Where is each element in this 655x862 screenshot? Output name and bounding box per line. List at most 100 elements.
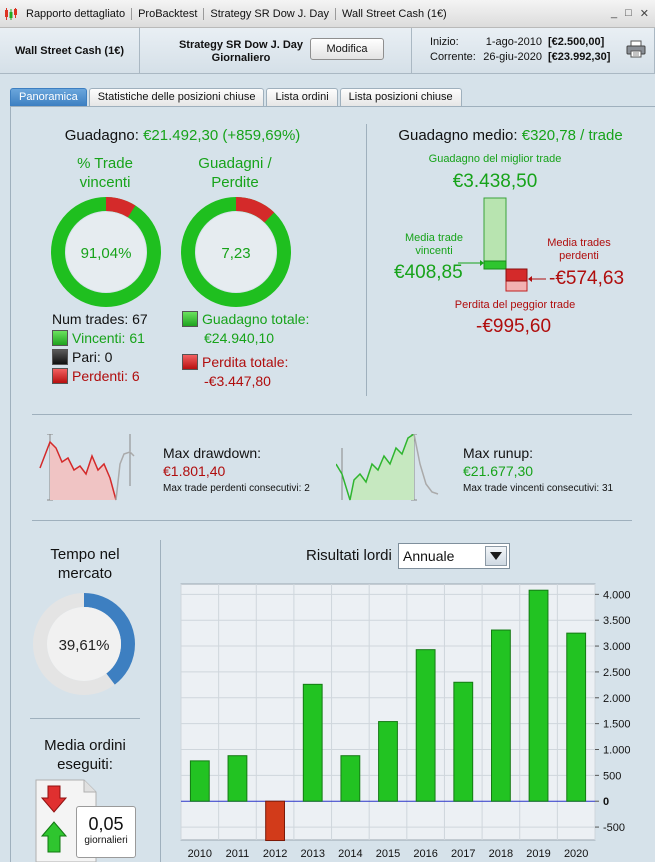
- gain-loss-ring: 7,23: [181, 197, 291, 307]
- modify-button[interactable]: Modifica: [310, 38, 384, 60]
- average-gain: Guadagno medio: €320,78 / trade: [366, 127, 655, 144]
- chart-bars: [189, 589, 587, 842]
- win-pct-title: % Trade vincenti: [77, 155, 133, 191]
- avg-win-label: Media trade vincenti: [404, 232, 464, 257]
- gain-loss-title: Guadagni / Perdite: [198, 155, 272, 191]
- bar-2011: [227, 755, 248, 802]
- ru-area: [350, 434, 414, 500]
- results-label: Risultati lordi: [306, 547, 392, 564]
- gl-ring-center: [196, 212, 276, 292]
- total-gain-value: €24.940,10: [204, 330, 275, 346]
- chart-x-ticks: 2010 2011 2012 2013 2014 2015 2016 2017 2018 2019…: [188, 848, 589, 860]
- gain-value: €21.492,30 (+859,69%): [143, 127, 301, 144]
- drawdown-block: Max drawdown: €1.801,40 Max trade perden…: [163, 444, 310, 498]
- info-bar: Wall Street Cash (1€) Strategy SR Dow J.…: [0, 28, 655, 74]
- close-button[interactable]: ✕: [639, 8, 649, 20]
- best-trade-bar: [483, 197, 507, 267]
- avg-win-bar: [483, 260, 507, 270]
- y-tick-label: 3.000: [603, 641, 631, 653]
- average-gain-label: Guadagno medio:: [398, 127, 518, 144]
- winners-swatch: [52, 330, 68, 346]
- even-row: Pari: 0: [52, 348, 148, 367]
- bar-2019: [528, 589, 549, 802]
- avg-loss-value: -€574,63: [549, 268, 625, 289]
- period-select-value: Annuale: [403, 548, 455, 564]
- drawdown-value: €1.801,40: [163, 463, 226, 479]
- strategy-name: Strategy SR Dow J. Day Giornaliero: [178, 39, 304, 64]
- breadcrumb-probacktest[interactable]: ProBacktest: [132, 7, 205, 20]
- worst-trade-label: Perdita del peggior trade: [454, 299, 576, 311]
- y-tick-label: 3.500: [603, 615, 631, 627]
- breadcrumb-report[interactable]: Rapporto dettagliato: [20, 7, 133, 20]
- x-tick-label: 2019: [526, 848, 550, 860]
- total-loss-value: -€3.447,80: [204, 373, 271, 389]
- y-tick-label: 2.000: [603, 693, 631, 705]
- win-pct-value: 91,04%: [81, 245, 132, 262]
- x-tick-label: 2013: [300, 848, 324, 860]
- gain-summary: Guadagno: €21.492,30 (+859,69%): [0, 127, 365, 144]
- worst-trade-value: -€995,60: [476, 316, 552, 337]
- window-titlebar: Rapporto dettagliato ProBacktest Strateg…: [0, 0, 655, 28]
- x-tick-label: 2017: [451, 848, 475, 860]
- y-tick-label: 500: [603, 770, 621, 782]
- win-ring-center: [66, 212, 146, 292]
- total-gain-label-row: Guadagno totale:: [182, 310, 309, 329]
- x-tick-label: 2012: [263, 848, 287, 860]
- bar-2017: [453, 681, 474, 802]
- results-bar-chart: -500 0 500 1.000 1.500 2.000 2.500 3.000 3.500 4.…: [180, 583, 631, 860]
- ru-line: [336, 434, 415, 501]
- gl-ring-red: [181, 197, 291, 307]
- bar-2014: [340, 755, 361, 802]
- runup-label: Max runup:: [463, 445, 534, 461]
- y-tick-label: 2.500: [603, 667, 631, 679]
- tab-closed-positions[interactable]: Lista posizioni chiuse: [339, 88, 462, 106]
- minimize-button[interactable]: _: [611, 7, 618, 19]
- orders-unit: giornalieri: [84, 835, 128, 846]
- best-trade-label: Guadagno del miglior trade: [428, 153, 562, 165]
- breadcrumb-instrument[interactable]: Wall Street Cash (1€): [341, 7, 447, 20]
- period-select[interactable]: Annuale: [398, 543, 510, 569]
- divider-1: [32, 414, 632, 415]
- instrument-name: Wall Street Cash (1€): [0, 28, 140, 74]
- mt-ring-center: [47, 607, 121, 681]
- x-tick-label: 2016: [413, 848, 437, 860]
- market-time-title: Tempo nel mercato: [50, 546, 120, 582]
- y-tick-label: 0: [603, 796, 609, 808]
- maximize-button[interactable]: □: [625, 7, 632, 19]
- avg-loss-arrowhead-icon: [528, 276, 532, 282]
- drawdown-sparkline: [39, 434, 135, 501]
- total-gain-swatch: [182, 311, 198, 327]
- orders-value-box: 0,05 giornalieri: [76, 806, 136, 858]
- y-tick-label: 1.000: [603, 744, 631, 756]
- total-loss-label-row: Perdita totale:: [182, 353, 309, 372]
- runup-consec: Max trade vincenti consecutivi: 31: [463, 483, 614, 494]
- tab-bar: Panoramica Statistiche delle posizioni c…: [10, 88, 462, 106]
- x-tick-label: 2020: [564, 848, 588, 860]
- current-row: Corrente: 26-giu-2020 [€23.992,30]: [430, 51, 611, 63]
- tab-closed-stats[interactable]: Statistiche delle posizioni chiuse: [88, 88, 265, 106]
- losers-row: Perdenti: 6: [52, 367, 148, 386]
- avg-loss-label: Media trades perdenti: [547, 237, 611, 262]
- average-gain-value: €320,78 / trade: [521, 127, 623, 144]
- arrow-up-icon: [40, 821, 68, 853]
- tab-order-list[interactable]: Lista ordini: [266, 88, 338, 106]
- bar-2010: [189, 760, 210, 802]
- arrow-down-icon: [40, 785, 68, 813]
- avg-loss-bar: [505, 268, 528, 282]
- divider-left: [30, 718, 140, 719]
- vertical-divider-bottom: [160, 540, 161, 862]
- market-time-value: 39,61%: [59, 637, 110, 654]
- runup-block: Max runup: €21.677,30 Max trade vincenti…: [463, 444, 613, 498]
- strategy-cell: Strategy SR Dow J. Day Giornaliero Modif…: [140, 28, 412, 74]
- tab-overview[interactable]: Panoramica: [10, 88, 87, 106]
- candlestick-icon: [5, 7, 17, 20]
- avg-win-value: €408,85: [394, 262, 463, 283]
- x-tick-label: 2018: [489, 848, 513, 860]
- chevron-down-icon[interactable]: [485, 546, 507, 566]
- printer-icon[interactable]: [626, 40, 646, 58]
- best-trade-value: €3.438,50: [452, 171, 538, 192]
- drawdown-consec: Max trade perdenti consecutivi: 2: [163, 483, 310, 494]
- bar-2020: [566, 632, 587, 802]
- breadcrumb-strategy[interactable]: Strategy SR Dow J. Day: [204, 7, 336, 20]
- x-tick-label: 2011: [226, 848, 250, 860]
